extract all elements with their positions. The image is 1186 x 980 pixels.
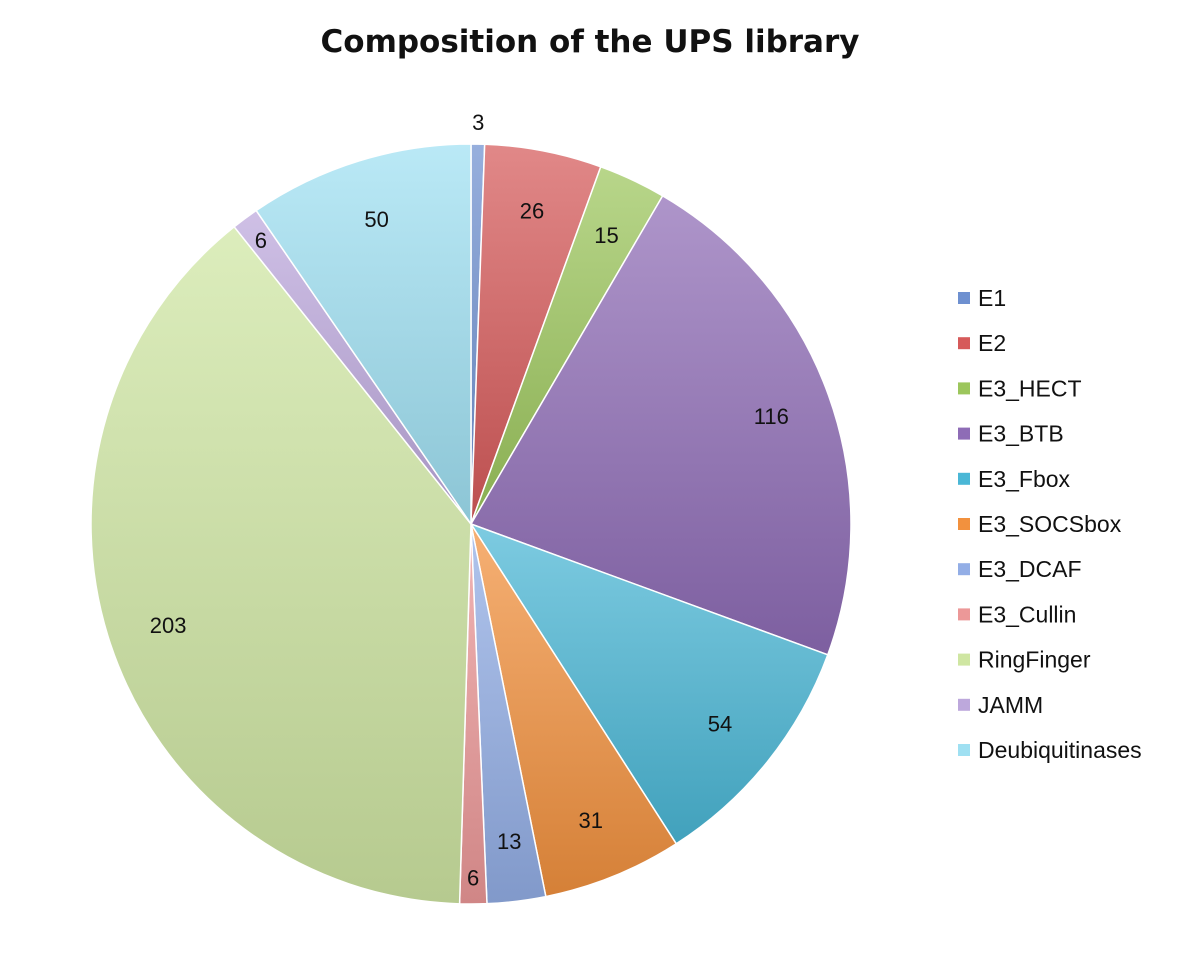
legend-item-e3-dcaf: E3_DCAF xyxy=(958,556,1082,582)
legend-label-e3-socsbox: E3_SOCSbox xyxy=(978,511,1122,537)
slice-e3-socsbox xyxy=(470,523,678,898)
legend-swatch-ringfinger xyxy=(958,653,970,666)
pie-slices xyxy=(90,143,852,905)
legend-label-e2: E2 xyxy=(978,330,1006,356)
legend-item-ringfinger: RingFinger xyxy=(958,647,1091,673)
slice-ringfinger xyxy=(90,225,472,905)
legend-swatch-e3-socsbox xyxy=(958,518,970,530)
legend-label-e1: E1 xyxy=(978,285,1006,311)
slice-e3-fbox xyxy=(469,522,829,845)
legend-item-e1: E1 xyxy=(958,285,1006,311)
slice-value-label-e3-hect: 15 xyxy=(594,223,618,248)
legend-item-e3-btb: E3_BTB xyxy=(958,421,1064,447)
slice-value-label-deubiquitinases: 50 xyxy=(364,207,388,232)
legend-label-e3-btb: E3_BTB xyxy=(978,421,1064,447)
slice-value-label-e3-socsbox: 31 xyxy=(578,808,602,833)
legend-swatch-e2 xyxy=(958,337,970,350)
legend-item-deubiquitinases: Deubiquitinases xyxy=(958,737,1142,763)
legend-item-e3-socsbox: E3_SOCSbox xyxy=(958,511,1122,537)
legend-item-jamm: JAMM xyxy=(958,692,1043,718)
legend: E1 E2 E3_HECT E3_BTB E3_Fbox E3_SOCSbox E3_DCA… xyxy=(958,285,1142,763)
slice-value-label-e1: 3 xyxy=(472,110,484,135)
slice-value-label-e3-cullin: 6 xyxy=(467,865,479,890)
legend-swatch-e3-btb xyxy=(958,427,970,440)
legend-swatch-e3-cullin xyxy=(958,608,970,621)
legend-label-jamm: JAMM xyxy=(978,692,1043,718)
legend-item-e3-cullin: E3_Cullin xyxy=(958,601,1076,627)
legend-label-ringfinger: RingFinger xyxy=(978,647,1091,673)
legend-item-e2: E2 xyxy=(958,330,1006,356)
slice-value-label-e3-btb: 116 xyxy=(754,404,789,429)
chart-title: Composition of the UPS library xyxy=(321,24,860,60)
legend-item-e3-fbox: E3_Fbox xyxy=(958,466,1071,492)
legend-swatch-e3-dcaf xyxy=(958,563,970,576)
legend-item-e3-hect: E3_HECT xyxy=(958,375,1082,401)
slice-e3-btb xyxy=(469,194,852,656)
legend-swatch-e3-hect xyxy=(958,382,970,395)
legend-swatch-deubiquitinases xyxy=(958,744,970,756)
slice-labels: 3 26 15 116 54 31 13 6 203 6 50 xyxy=(150,110,789,890)
legend-swatch-e1 xyxy=(958,292,970,304)
legend-label-e3-dcaf: E3_DCAF xyxy=(978,556,1082,582)
slice-value-label-ringfinger: 203 xyxy=(150,613,187,638)
legend-swatch-jamm xyxy=(958,698,970,711)
legend-label-e3-cullin: E3_Cullin xyxy=(978,601,1076,627)
slice-value-label-e2: 26 xyxy=(520,199,544,224)
legend-label-e3-fbox: E3_Fbox xyxy=(978,466,1071,492)
legend-label-e3-hect: E3_HECT xyxy=(978,375,1082,401)
legend-swatch-e3-fbox xyxy=(958,472,970,485)
slice-value-label-e3-fbox: 54 xyxy=(708,712,732,737)
slice-value-label-e3-dcaf: 13 xyxy=(497,829,521,854)
slice-value-label-jamm: 6 xyxy=(255,228,267,253)
slice-deubiquitinases xyxy=(255,143,472,527)
legend-label-deubiquitinases: Deubiquitinases xyxy=(978,737,1142,763)
